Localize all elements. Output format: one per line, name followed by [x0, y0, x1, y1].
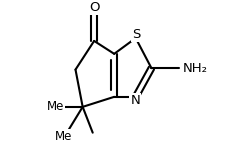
- Text: Me: Me: [47, 100, 64, 113]
- Text: S: S: [132, 28, 141, 41]
- Text: O: O: [89, 1, 99, 14]
- Text: Me: Me: [55, 130, 72, 143]
- Text: N: N: [130, 94, 140, 107]
- Text: NH₂: NH₂: [182, 62, 207, 75]
